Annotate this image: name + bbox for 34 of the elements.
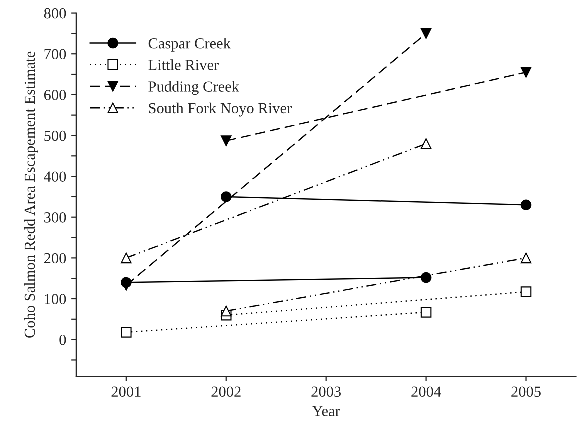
- point: [420, 272, 432, 284]
- legend-label: Little River: [148, 60, 219, 70]
- point: [420, 307, 432, 318]
- x-tick-label: 2005: [512, 386, 541, 398]
- legend-label: Pudding Creek: [148, 81, 240, 96]
- point: [121, 327, 132, 338]
- x-tick-label: 2004: [412, 386, 442, 398]
- legend-label: Caspar Creek: [148, 38, 231, 52]
- point: [520, 252, 532, 264]
- point: [420, 28, 432, 40]
- point: [520, 200, 532, 211]
- point: [121, 252, 132, 264]
- legend-label: South Fork Noyo River: [149, 102, 292, 117]
- point: [420, 138, 432, 150]
- point: [221, 306, 232, 317]
- y-tick-label: 800: [44, 8, 66, 19]
- point: [221, 192, 232, 202]
- y-tick-label: 200: [44, 253, 66, 264]
- x-tick-label: 2002: [212, 386, 241, 398]
- y-tick-label: 700: [44, 49, 66, 60]
- y-tick-label: 500: [44, 130, 66, 142]
- y-tick-label: 600: [44, 90, 66, 100]
- y-tick-label: 300: [44, 212, 66, 223]
- point: [520, 286, 532, 298]
- x-axis-title: Year: [312, 406, 340, 416]
- point: [520, 67, 532, 78]
- point: [221, 136, 232, 146]
- x-tick-label: 2003: [312, 386, 342, 398]
- x-tick-label: 2001: [112, 386, 141, 398]
- point: [121, 280, 132, 291]
- y-axis-title: Coho Salmon Redd Area Escapement Estimate: [24, 52, 38, 338]
- y-tick-label: 400: [44, 172, 66, 182]
- y-tick-label: 0: [60, 334, 66, 346]
- y-tick-label: 100: [45, 294, 66, 304]
